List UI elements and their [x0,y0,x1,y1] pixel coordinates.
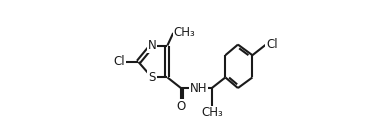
Text: CH₃: CH₃ [173,26,195,39]
Text: O: O [176,100,186,113]
Text: S: S [148,71,156,84]
Text: Cl: Cl [113,55,125,68]
Text: CH₃: CH₃ [201,106,223,119]
Text: N: N [148,39,157,52]
Text: NH: NH [189,82,207,95]
Text: Cl: Cl [266,38,278,51]
